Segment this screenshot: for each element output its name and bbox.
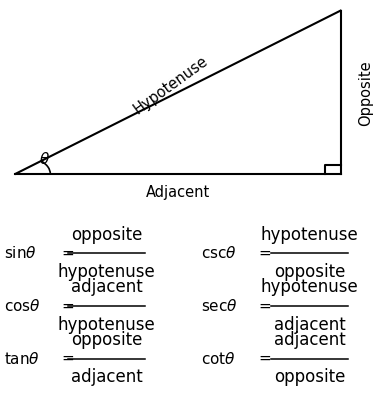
Text: hypotenuse: hypotenuse bbox=[58, 263, 155, 281]
Text: adjacent: adjacent bbox=[274, 331, 346, 349]
Text: Hypotenuse: Hypotenuse bbox=[130, 53, 210, 117]
Text: hypotenuse: hypotenuse bbox=[261, 226, 358, 244]
Text: sin$\theta$: sin$\theta$ bbox=[4, 245, 37, 261]
Text: hypotenuse: hypotenuse bbox=[261, 278, 358, 296]
Text: opposite: opposite bbox=[274, 263, 345, 281]
Text: =: = bbox=[259, 246, 271, 261]
Text: opposite: opposite bbox=[274, 368, 345, 386]
Text: =: = bbox=[62, 351, 74, 366]
Text: opposite: opposite bbox=[71, 226, 142, 244]
Text: =: = bbox=[259, 351, 271, 366]
Text: adjacent: adjacent bbox=[274, 316, 346, 334]
Text: sec$\theta$: sec$\theta$ bbox=[201, 298, 238, 314]
Text: $\theta$: $\theta$ bbox=[39, 151, 50, 167]
Text: adjacent: adjacent bbox=[70, 278, 142, 296]
Text: adjacent: adjacent bbox=[70, 368, 142, 386]
Text: Adjacent: Adjacent bbox=[146, 186, 210, 200]
Text: hypotenuse: hypotenuse bbox=[58, 316, 155, 334]
Text: csc$\theta$: csc$\theta$ bbox=[201, 245, 237, 261]
Text: =: = bbox=[62, 298, 74, 314]
Text: opposite: opposite bbox=[71, 331, 142, 349]
Text: cos$\theta$: cos$\theta$ bbox=[4, 298, 41, 314]
Text: cot$\theta$: cot$\theta$ bbox=[201, 351, 236, 367]
Text: tan$\theta$: tan$\theta$ bbox=[4, 351, 40, 367]
Text: =: = bbox=[259, 298, 271, 314]
Text: =: = bbox=[62, 246, 74, 261]
Text: Opposite: Opposite bbox=[358, 60, 373, 126]
